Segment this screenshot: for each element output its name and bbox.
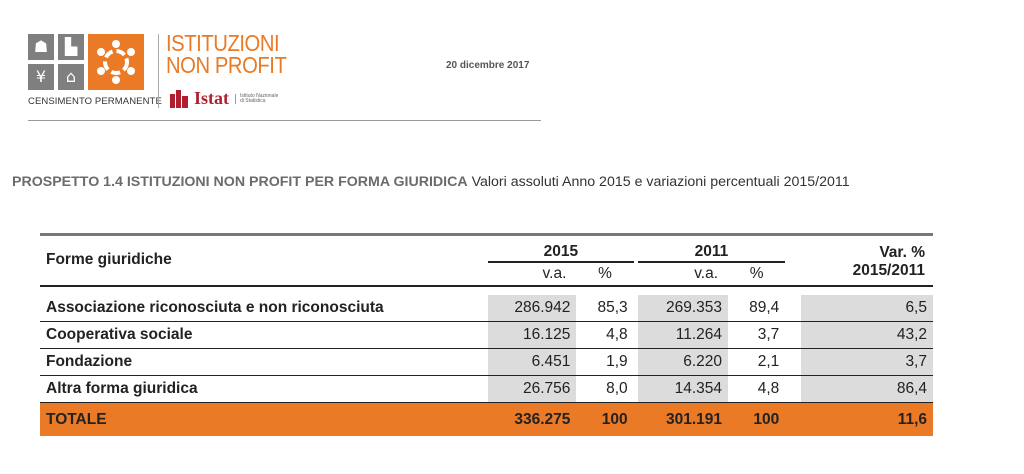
col-header-pct-2011: % bbox=[749, 265, 764, 282]
header-row-units: v.a. % v.a. % 2015/2011 bbox=[40, 262, 933, 286]
people-icon: ☗ bbox=[28, 34, 54, 60]
census-icons-grid: ☗ ▙ ¥ ⌂ bbox=[28, 34, 84, 90]
col-header-va-2015: v.a. bbox=[542, 265, 567, 282]
cell-pct-2015: 1,9 bbox=[576, 348, 634, 376]
census-label: CENSIMENTO PERMANENTE bbox=[28, 96, 162, 107]
total-pct-2011: 100 bbox=[728, 402, 786, 436]
institution-icon: ⌂ bbox=[58, 64, 84, 90]
brand-divider bbox=[158, 34, 159, 108]
istat-logo: Istat Istituto Nazionale di Statistica bbox=[170, 88, 280, 109]
col-header-2011: 2011 bbox=[637, 235, 786, 263]
cell-va-2011: 6.220 bbox=[637, 348, 729, 376]
cell-pct-2015: 4,8 bbox=[576, 321, 634, 349]
col-header-2015: 2015 bbox=[488, 235, 634, 263]
col-header-pct-2015: % bbox=[598, 265, 612, 282]
table-heading-title: PROSPETTO 1.4 ISTITUZIONI NON PROFIT PER… bbox=[12, 174, 468, 190]
cell-va-2015: 286.942 bbox=[488, 295, 577, 322]
col-header-var-period: 2015/2011 bbox=[852, 262, 925, 279]
table-row: Cooperativa sociale 16.125 4,8 11.264 3,… bbox=[40, 321, 933, 349]
cell-va-2015: 26.756 bbox=[488, 375, 577, 403]
table-heading-subtitle: Valori assoluti Anno 2015 e variazioni p… bbox=[471, 174, 850, 190]
non-profit-logo-icon bbox=[88, 34, 144, 90]
table-row: Fondazione 6.451 1,9 6.220 2,1 3,7 bbox=[40, 348, 933, 376]
cell-pct-2011: 3,7 bbox=[728, 321, 786, 349]
cell-pct-2011: 2,1 bbox=[728, 348, 786, 376]
cell-va-2011: 269.353 bbox=[637, 295, 729, 322]
cell-var: 6,5 bbox=[801, 295, 933, 322]
istat-mark-icon bbox=[170, 89, 188, 108]
cell-pct-2015: 8,0 bbox=[576, 375, 634, 403]
table-heading: PROSPETTO 1.4 ISTITUZIONI NON PROFIT PER… bbox=[12, 173, 958, 192]
cell-va-2011: 14.354 bbox=[637, 375, 729, 403]
row-name: Altra forma giuridica bbox=[40, 375, 488, 403]
cell-pct-2011: 4,8 bbox=[728, 375, 786, 403]
row-name: Cooperativa sociale bbox=[40, 321, 488, 349]
cell-pct-2011: 89,4 bbox=[728, 295, 786, 322]
cell-var: 86,4 bbox=[801, 375, 933, 403]
table-top-rule bbox=[40, 233, 933, 236]
col-header-va-2011: v.a. bbox=[694, 265, 719, 282]
total-row: TOTALE 336.275 100 301.191 100 11,6 bbox=[40, 402, 933, 436]
col-header-var: Var. % bbox=[879, 244, 925, 261]
total-pct-2015: 100 bbox=[576, 402, 634, 436]
total-va-2011: 301.191 bbox=[637, 402, 729, 436]
cell-va-2015: 16.125 bbox=[488, 321, 577, 349]
cell-pct-2015: 85,3 bbox=[576, 295, 634, 322]
publication-date: 20 dicembre 2017 bbox=[446, 60, 530, 71]
cell-var: 3,7 bbox=[801, 348, 933, 376]
industry-icon: ▙ bbox=[58, 34, 84, 60]
data-table: Forme giuridiche 2015 2011 Var. % v.a. %… bbox=[40, 235, 933, 436]
header-row-years: Forme giuridiche 2015 2011 Var. % bbox=[40, 235, 933, 268]
total-label: TOTALE bbox=[40, 402, 488, 436]
cell-va-2011: 11.264 bbox=[637, 321, 729, 349]
istat-subtitle: Istituto Nazionale di Statistica bbox=[235, 93, 280, 104]
total-var: 11,6 bbox=[801, 402, 933, 436]
table-row: Associazione riconosciuta e non riconosc… bbox=[40, 295, 933, 322]
total-va-2015: 336.275 bbox=[488, 402, 577, 436]
brand-title: ISTITUZIONI NON PROFIT bbox=[166, 30, 287, 78]
col-header-forme: Forme giuridiche bbox=[46, 251, 172, 268]
row-name: Fondazione bbox=[40, 348, 488, 376]
table-row: Altra forma giuridica 26.756 8,0 14.354 … bbox=[40, 375, 933, 403]
cell-var: 43,2 bbox=[801, 321, 933, 349]
row-name: Associazione riconosciuta e non riconosc… bbox=[40, 295, 488, 322]
istat-wordmark: Istat bbox=[194, 88, 229, 108]
wheat-icon: ¥ bbox=[28, 64, 54, 90]
cell-va-2015: 6.451 bbox=[488, 348, 577, 376]
header-divider bbox=[28, 120, 541, 121]
